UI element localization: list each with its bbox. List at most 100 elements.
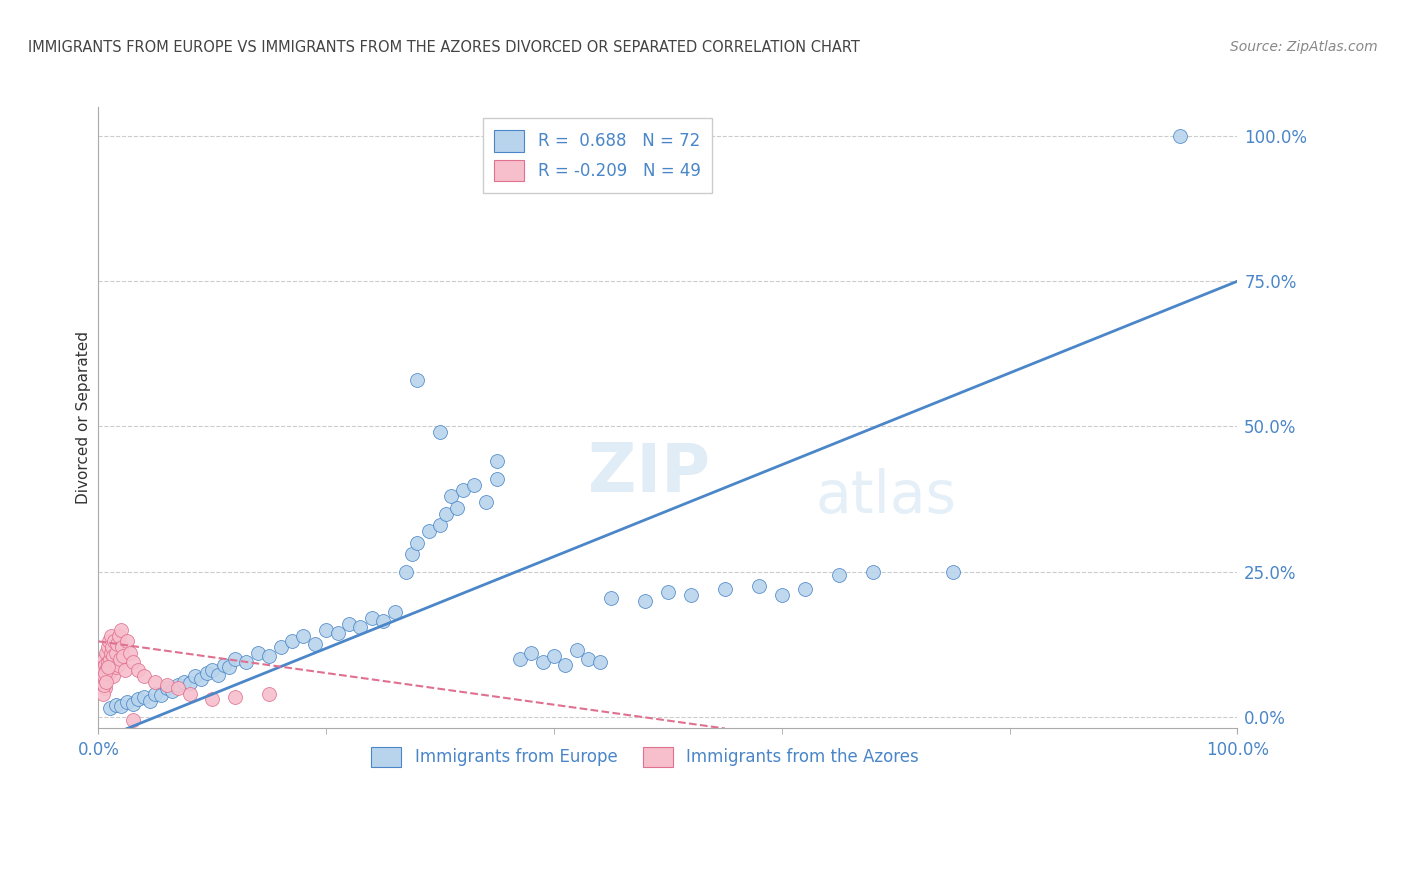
Point	[96, 640, 118, 655]
Point	[520, 646, 543, 660]
Point	[94, 666, 117, 681]
Point	[173, 675, 195, 690]
Point	[121, 655, 143, 669]
Point	[121, 697, 143, 711]
Point	[463, 477, 485, 491]
Point	[184, 669, 207, 683]
Point	[406, 373, 429, 387]
Point	[474, 495, 496, 509]
Point	[156, 681, 179, 695]
Point	[201, 692, 224, 706]
Point	[371, 614, 394, 628]
Point	[440, 489, 463, 503]
Point	[446, 500, 468, 515]
Point	[326, 625, 349, 640]
Point	[224, 690, 246, 704]
Point	[1170, 129, 1192, 144]
Point	[162, 683, 184, 698]
Point	[862, 565, 884, 579]
Point	[103, 648, 125, 663]
Point	[103, 669, 125, 683]
Point	[96, 664, 118, 678]
Point	[96, 655, 118, 669]
Point	[93, 669, 115, 683]
Point	[201, 664, 224, 678]
Point	[212, 657, 235, 672]
Point	[315, 623, 337, 637]
Point	[98, 701, 121, 715]
Point	[207, 668, 229, 682]
Text: ZIP: ZIP	[588, 440, 710, 506]
Point	[132, 669, 155, 683]
Point	[105, 637, 128, 651]
Point	[96, 675, 118, 690]
Point	[103, 634, 125, 648]
Point	[418, 524, 440, 538]
Point	[100, 646, 122, 660]
Point	[259, 648, 281, 663]
Point	[434, 507, 457, 521]
Point	[679, 588, 702, 602]
Point	[543, 648, 565, 663]
Point	[942, 565, 965, 579]
Point	[93, 652, 115, 666]
Point	[101, 657, 124, 672]
Point	[190, 672, 212, 686]
Point	[360, 611, 382, 625]
Point	[565, 643, 588, 657]
Point	[110, 699, 132, 714]
Point	[115, 634, 138, 648]
Point	[111, 640, 134, 655]
Point	[259, 687, 281, 701]
Point	[395, 565, 418, 579]
Point	[132, 690, 155, 704]
Point	[281, 634, 304, 648]
Point	[97, 634, 120, 648]
Point	[115, 695, 138, 709]
Point	[94, 657, 117, 672]
Point	[337, 616, 360, 631]
Legend: R =  0.688   N = 72, R = -0.209   N = 49: R = 0.688 N = 72, R = -0.209 N = 49	[482, 119, 711, 193]
Point	[270, 640, 292, 655]
Point	[120, 646, 142, 660]
Point	[104, 660, 127, 674]
Text: IMMIGRANTS FROM EUROPE VS IMMIGRANTS FROM THE AZORES DIVORCED OR SEPARATED CORRE: IMMIGRANTS FROM EUROPE VS IMMIGRANTS FRO…	[28, 40, 860, 55]
Point	[91, 672, 114, 686]
Point	[104, 698, 127, 713]
Point	[114, 664, 136, 678]
Point	[108, 652, 131, 666]
Point	[107, 657, 129, 672]
Point	[634, 593, 657, 607]
Point	[770, 588, 793, 602]
Point	[406, 535, 429, 549]
Legend: Immigrants from Europe, Immigrants from the Azores: Immigrants from Europe, Immigrants from …	[364, 739, 925, 773]
Point	[179, 687, 201, 701]
Y-axis label: Divorced or Separated: Divorced or Separated	[76, 331, 91, 504]
Point	[429, 425, 451, 440]
Point	[150, 688, 173, 702]
Point	[218, 660, 240, 674]
Point	[138, 693, 160, 707]
Point	[93, 678, 115, 692]
Point	[156, 678, 179, 692]
Point	[145, 675, 167, 690]
Text: atlas: atlas	[815, 467, 957, 524]
Point	[793, 582, 815, 596]
Point	[98, 652, 121, 666]
Point	[98, 664, 121, 678]
Point	[576, 652, 599, 666]
Point	[349, 620, 371, 634]
Point	[531, 655, 554, 669]
Point	[91, 687, 114, 701]
Point	[104, 646, 127, 660]
Point	[90, 664, 112, 678]
Point	[96, 660, 118, 674]
Point	[714, 582, 737, 596]
Point	[486, 454, 509, 468]
Point	[108, 628, 131, 642]
Point	[224, 652, 246, 666]
Point	[97, 666, 120, 681]
Point	[195, 666, 218, 681]
Point	[121, 713, 143, 727]
Point	[554, 657, 576, 672]
